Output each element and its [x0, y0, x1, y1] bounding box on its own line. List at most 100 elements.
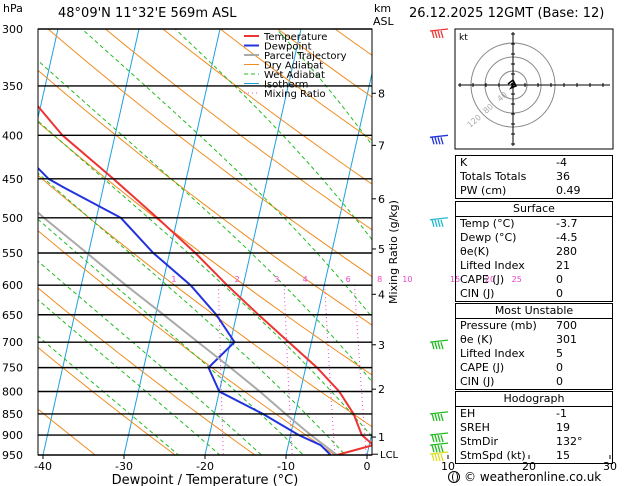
globe-icon	[448, 471, 460, 483]
mixing-ratio-axis-label: Mixing Ratio (g/kg)	[387, 200, 400, 304]
dry-adiabat-line	[47, 29, 372, 278]
km-tick-label: 2	[378, 383, 385, 396]
x-tick-label: -10	[277, 460, 295, 473]
x-tick-label: -30	[115, 460, 133, 473]
pressure-tick-label: 400	[2, 129, 23, 142]
wind-barb	[429, 134, 449, 145]
hodograph-row: SREH 19	[460, 421, 570, 434]
dry-adiabat-line	[38, 287, 256, 455]
x-tick-label: 0	[364, 460, 371, 473]
most-unstable-table: Most Unstable Pressure (mb) 700 θe (K) 301…	[455, 303, 613, 390]
km-tick-label: 7	[378, 139, 385, 152]
surface-row: Lifted Index 21	[460, 259, 570, 272]
wind-barb	[429, 432, 449, 443]
wind-barb	[429, 28, 449, 39]
km-tick-label: 8	[378, 87, 385, 100]
x-axis-label: Dewpoint / Temperature (°C)	[112, 473, 299, 486]
legend-entry-isotherm: Isotherm	[264, 80, 308, 91]
wet-adiabat-line	[38, 335, 180, 455]
pressure-tick-label: 500	[2, 212, 23, 225]
parcel-trajectory-series-line	[38, 211, 338, 455]
mixing-ratio-tick-label: 8	[377, 275, 382, 284]
wet-adiabat-line	[38, 218, 305, 455]
datetime-label: 26.12.2025 12GMT (Base: 12)	[409, 6, 605, 21]
pressure-tick-label: 750	[2, 362, 23, 375]
wind-barb	[429, 451, 449, 462]
wind-barb	[429, 442, 449, 453]
km-tick-label: 4	[378, 288, 385, 301]
pressure-tick-label: 550	[2, 247, 23, 260]
dry-adiabat-line	[38, 346, 176, 455]
mixing-ratio-line	[430, 285, 446, 455]
hodograph-frame	[454, 28, 614, 150]
surface-row: θe(K) 280	[460, 245, 577, 258]
copyright-text[interactable]: © weatheronline.co.uk	[464, 470, 602, 484]
dry-adiabat-line	[38, 121, 372, 376]
x-tick-label: 10	[441, 460, 455, 473]
isotherm-line	[42, 29, 140, 455]
asl-unit-label: ASL	[373, 15, 394, 28]
indices-table: K -4 Totals Totals 36 PW (cm) 0.49	[455, 155, 613, 199]
index-row-totals: Totals Totals 36	[460, 170, 570, 183]
hodograph-table: Hodograph EH -1 SREH 19 StmDir 132° StmSpd …	[455, 391, 613, 464]
most-unstable-title: Most Unstable	[456, 304, 612, 319]
surface-row: CAPE (J) 0	[460, 273, 563, 286]
copyright-footer: © weatheronline.co.uk	[448, 470, 601, 484]
pressure-tick-label: 300	[2, 23, 23, 36]
mixing-ratio-tick-label: 25	[512, 275, 522, 284]
hpa-unit-label: hPa	[3, 2, 23, 15]
pressure-tick-label: 450	[2, 173, 23, 186]
km-tick-label: 3	[378, 339, 385, 352]
mixing-ratio-tick-label: 20	[485, 275, 495, 284]
pressure-tick-label: 800	[2, 385, 23, 398]
dry-adiabat-line	[38, 230, 336, 455]
pressure-tick-label: 600	[2, 279, 23, 292]
isotherm-line	[285, 71, 372, 455]
dry-adiabat-line	[38, 69, 372, 326]
pressure-tick-label: 900	[2, 429, 23, 442]
index-row-k: K -4	[460, 156, 567, 169]
mixing-ratio-line	[398, 285, 412, 455]
dry-adiabat-line	[622, 29, 629, 455]
surface-table: Surface Temp (°C) -3.7 Dewp (°C) -4.5 θe(K…	[455, 201, 613, 302]
isotherm-line	[123, 29, 221, 455]
wind-barb	[429, 411, 449, 422]
x-tick-label: -40	[34, 460, 52, 473]
mixing-ratio-tick-label: 4	[303, 275, 308, 284]
legend-entry-parcel-trajectory: Parcel Trajectory	[264, 51, 347, 62]
km-tick-label: 6	[378, 193, 385, 206]
hodograph-trace	[507, 78, 518, 90]
dewpoint-series-line	[38, 29, 332, 455]
mixing-ratio-line	[324, 285, 336, 455]
most-unstable-row: CIN (J) 0	[460, 375, 563, 388]
mixing-ratio-tick-label: 2	[235, 275, 240, 284]
surface-title: Surface	[456, 202, 612, 217]
station-info: 48°09'N 11°32'E 569m ASL	[58, 6, 237, 21]
dry-adiabat-line	[162, 29, 372, 185]
surface-row: Dewp (°C) -4.5	[460, 231, 578, 244]
most-unstable-row: Lifted Index 5	[460, 347, 563, 360]
legend-entry-mixing-ratio: Mixing Ratio	[264, 89, 326, 100]
pressure-tick-label: 950	[2, 449, 23, 462]
wet-adiabat-line	[38, 260, 263, 455]
legend-entry-dewpoint: Dewpoint	[264, 42, 312, 53]
mixing-ratio-tick-label: 6	[346, 275, 351, 284]
wind-barb	[429, 339, 449, 350]
km-tick-label: 1	[378, 431, 385, 444]
surface-row: Temp (°C) -3.7	[460, 217, 578, 230]
km-unit-label: km	[374, 2, 392, 15]
pressure-tick-label: 650	[2, 309, 23, 322]
wet-adiabat-line	[81, 29, 372, 318]
isotherm-line	[204, 29, 302, 455]
mixing-ratio-tick-label: 1	[171, 275, 176, 284]
hodograph-unit-label: kt	[459, 33, 468, 43]
lcl-label: LCL	[380, 450, 399, 461]
hodograph-row: StmDir 132°	[460, 435, 583, 448]
hodograph-title: Hodograph	[456, 392, 612, 407]
hodograph-row: EH -1	[460, 407, 567, 420]
most-unstable-row: Pressure (mb) 700	[460, 319, 577, 332]
pressure-tick-label: 850	[2, 408, 23, 421]
legend-entry-dry-adiabat: Dry Adiabat	[264, 61, 323, 72]
pressure-tick-label: 700	[2, 336, 23, 349]
